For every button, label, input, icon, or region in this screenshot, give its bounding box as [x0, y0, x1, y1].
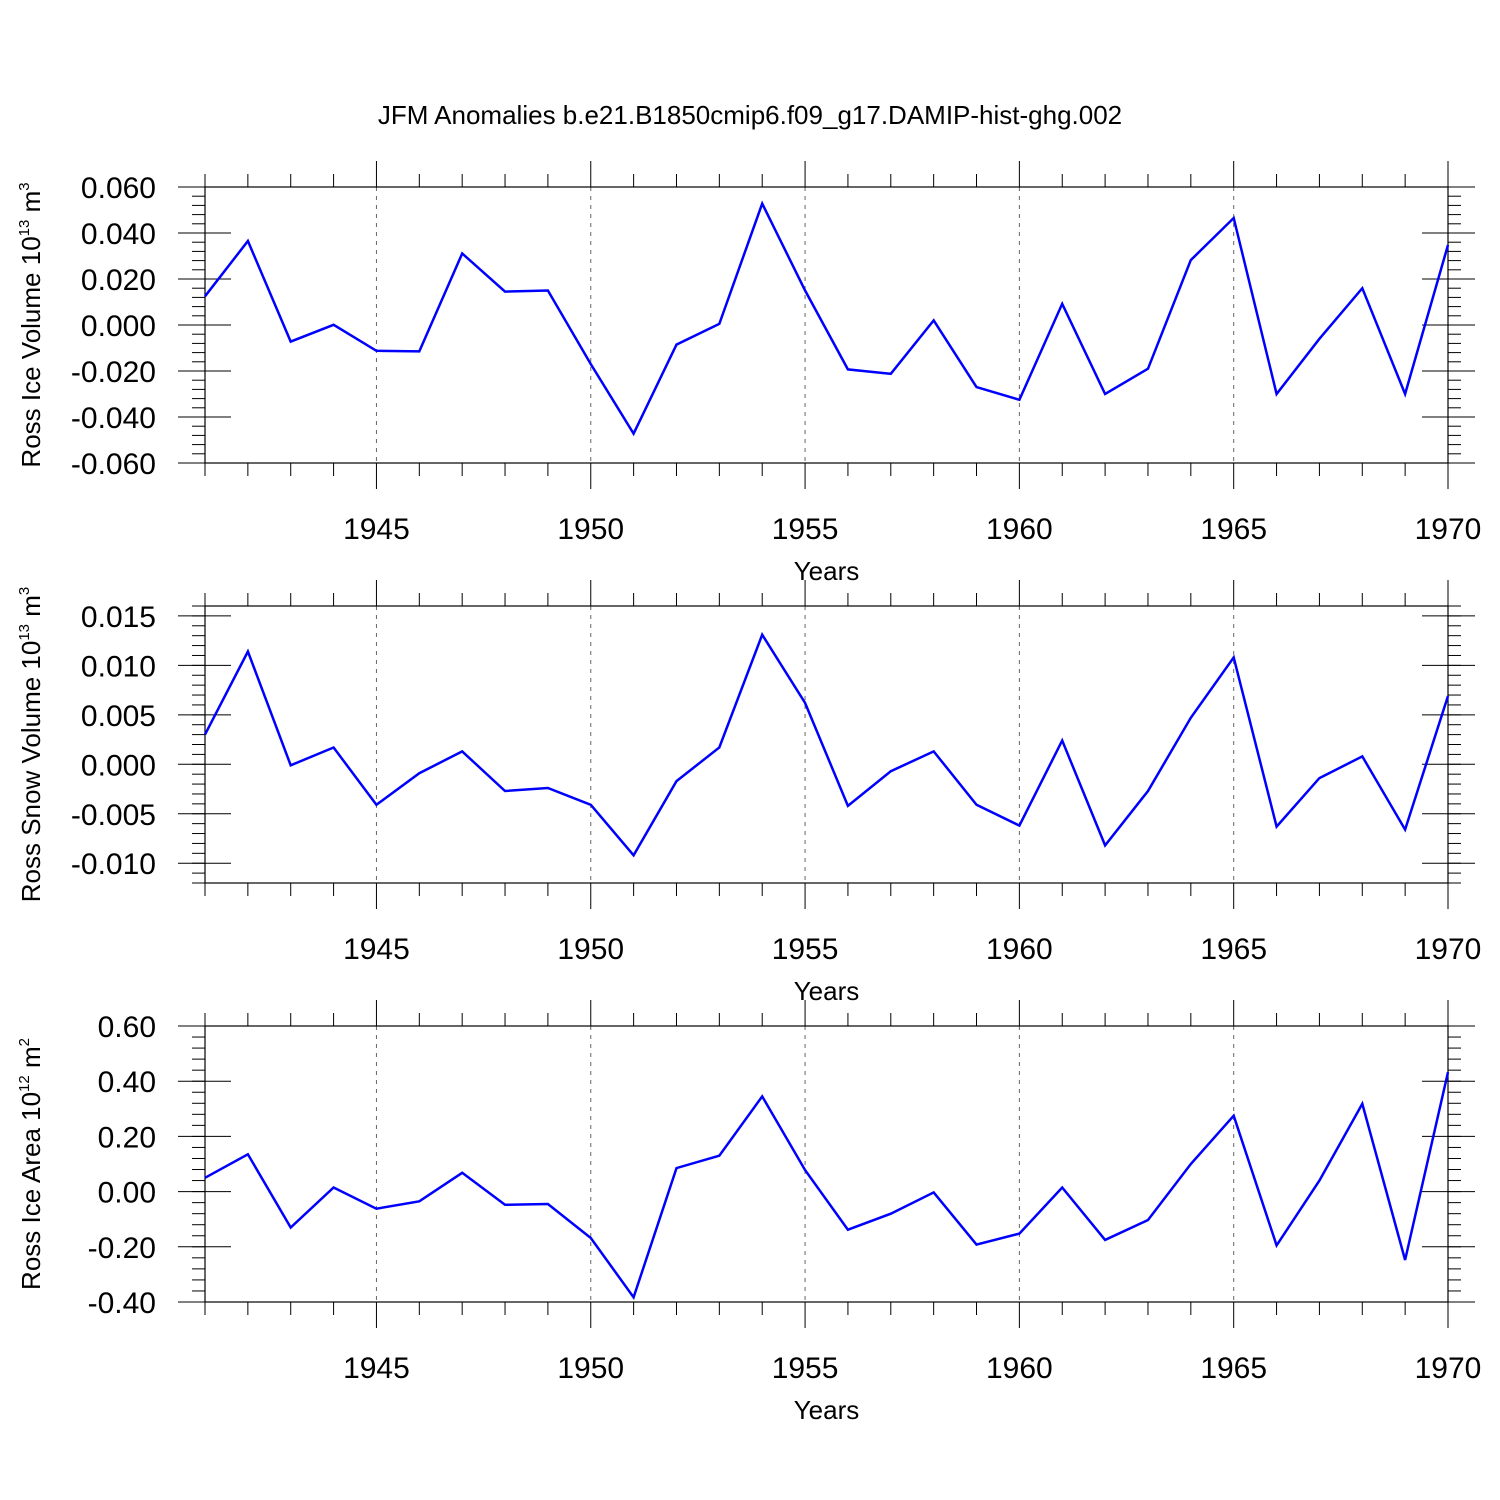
- x-tick-label: 1950: [557, 933, 624, 966]
- x-axis-label: Years: [794, 976, 860, 1006]
- y-axis-label: Ross Ice Volume 1013 m3: [16, 182, 46, 467]
- y-tick-label: 0.060: [81, 172, 156, 205]
- y-tick-label: 0.005: [81, 700, 156, 733]
- y-axis-label-unit-exponent: 3: [16, 182, 33, 190]
- y-tick-label: -0.005: [71, 799, 156, 832]
- y-tick-label: 0.000: [81, 749, 156, 782]
- y-axis-label-text: Ross Snow Volume 10: [16, 641, 46, 903]
- x-tick-label: 1970: [1415, 933, 1482, 966]
- y-tick-label: -0.060: [71, 448, 156, 481]
- y-axis-label-exponent: 12: [16, 1075, 33, 1092]
- panel-ice-volume: -0.060 -0.040 -0.020 0.000 0.020 0.040 0.060 19…: [16, 161, 1481, 586]
- x-tick-label: 1945: [343, 933, 410, 966]
- x-tick-label: 1970: [1415, 1352, 1482, 1385]
- panel-ice-area: -0.40 -0.20 0.00 0.20 0.40 0.60 1945 1950 1955 19…: [16, 1000, 1481, 1425]
- y-tick-label: 0.040: [81, 218, 156, 251]
- y-tick-label: 0.60: [98, 1011, 156, 1044]
- y-tick-label: 0.20: [98, 1121, 156, 1154]
- y-tick-label: 0.010: [81, 650, 156, 683]
- y-axis-label-exponent: 13: [16, 220, 33, 237]
- x-tick-label: 1955: [772, 933, 839, 966]
- x-tick-label: 1960: [986, 1352, 1053, 1385]
- panel-snow-volume: -0.010 -0.005 0.000 0.005 0.010 0.015 1945 1950…: [16, 580, 1481, 1006]
- y-tick-label: -0.040: [71, 402, 156, 435]
- y-axis-label-unit: m: [16, 191, 46, 220]
- y-tick-label: -0.20: [88, 1232, 156, 1265]
- y-tick-label: 0.40: [98, 1066, 156, 1099]
- y-tick-label: 0.000: [81, 310, 156, 343]
- x-tick-label: 1965: [1200, 1352, 1267, 1385]
- plot-frame: [204, 605, 1449, 884]
- x-axis-label: Years: [794, 1395, 860, 1425]
- x-tick-label: 1960: [986, 933, 1053, 966]
- x-tick-label: 1950: [557, 513, 624, 546]
- x-tick-label: 1970: [1415, 513, 1482, 546]
- series-line: [203, 631, 1450, 858]
- y-axis-label-unit-exponent: 3: [16, 587, 33, 595]
- chart-title: JFM Anomalies b.e21.B1850cmip6.f09_g17.D…: [378, 100, 1122, 130]
- y-tick-label: -0.020: [71, 356, 156, 389]
- y-tick-label: 0.015: [81, 601, 156, 634]
- y-axis-label-text: Ross Ice Volume 10: [16, 236, 46, 467]
- y-tick-label: -0.010: [71, 848, 156, 881]
- y-axis-label-unit-exponent: 2: [16, 1038, 33, 1046]
- y-axis-label: Ross Ice Area 1012 m2: [16, 1038, 46, 1290]
- x-axis-label: Years: [794, 556, 860, 586]
- x-tick-label: 1960: [986, 513, 1053, 546]
- y-axis-label-exponent: 13: [16, 624, 33, 641]
- y-axis-label: Ross Snow Volume 1013 m3: [16, 587, 46, 903]
- x-tick-label: 1945: [343, 513, 410, 546]
- x-tick-label: 1955: [772, 1352, 839, 1385]
- x-tick-label: 1945: [343, 1352, 410, 1385]
- series-line: [204, 1071, 1450, 1301]
- y-axis-label-unit: m: [16, 1046, 46, 1075]
- y-axis-label-text: Ross Ice Area 10: [16, 1092, 46, 1290]
- y-tick-label: -0.40: [88, 1287, 156, 1320]
- plot-frame: [204, 186, 1449, 464]
- y-axis-label-unit: m: [16, 595, 46, 624]
- series-line: [204, 200, 1450, 437]
- plot-frame: [204, 1025, 1449, 1303]
- x-tick-label: 1965: [1200, 933, 1267, 966]
- y-tick-label: 0.00: [98, 1177, 156, 1210]
- x-tick-label: 1965: [1200, 513, 1267, 546]
- x-tick-label: 1955: [772, 513, 839, 546]
- x-tick-label: 1950: [557, 1352, 624, 1385]
- y-tick-label: 0.020: [81, 264, 156, 297]
